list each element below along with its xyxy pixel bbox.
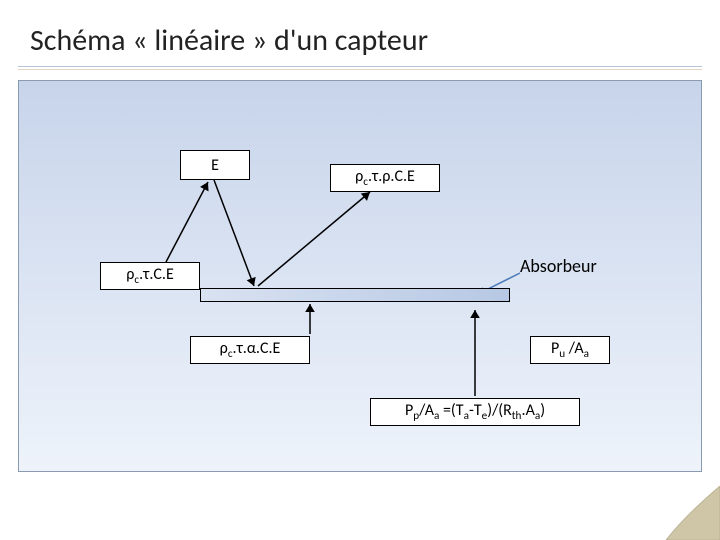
box-rho-c-e: ρc.τ.ρ.C.E [330,164,440,192]
absorber-bar [200,288,510,302]
box-pp-aa-text: Pp/Aa =(Ta-Te)/(Rth.Aa) [405,401,545,423]
slide-title: Schéma « linéaire » d'un capteur [30,22,428,59]
box-pp-aa: Pp/Aa =(Ta-Te)/(Rth.Aa) [370,398,580,426]
box-alpha-c-e-text: ρc.τ.α.C.E [220,339,281,361]
box-tau-c-e-text: ρc.τ.C.E [126,265,174,287]
box-e: E [180,150,250,180]
box-e-text: E [211,156,219,175]
box-tau-c-e: ρc.τ.C.E [100,262,200,290]
box-pu-aa-text: Pu /Aa [551,339,589,361]
label-absorbeur: Absorbeur [520,255,597,277]
box-pu-aa: Pu /Aa [530,336,610,364]
title-underline [18,66,702,70]
slide: Schéma « linéaire » d'un capteur E ρc.τ.… [0,0,720,540]
box-rho-c-e-text: ρc.τ.ρ.C.E [355,167,415,189]
box-alpha-c-e: ρc.τ.α.C.E [190,336,310,364]
page-curl-icon [666,486,720,540]
